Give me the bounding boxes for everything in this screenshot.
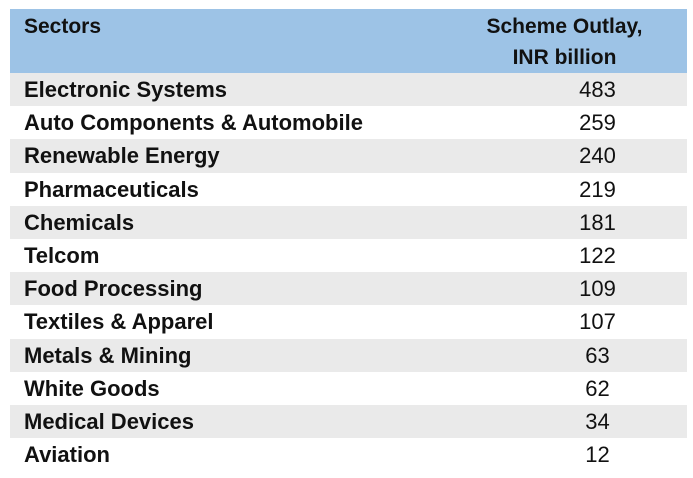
outlay-cell: 219 bbox=[442, 172, 687, 206]
sector-cell: Chemicals bbox=[10, 205, 442, 239]
table-header: Sectors Scheme Outlay, INR billion bbox=[10, 9, 687, 73]
table-row: Chemicals 181 bbox=[10, 205, 687, 239]
outlay-cell: 240 bbox=[442, 139, 687, 173]
header-row: Sectors Scheme Outlay, INR billion bbox=[10, 9, 687, 73]
table-row: Telcom 122 bbox=[10, 238, 687, 273]
table-row: Metals & Mining 63 bbox=[10, 338, 687, 372]
table-row: Medical Devices 34 bbox=[10, 404, 687, 439]
sector-cell: Aviation bbox=[10, 438, 442, 472]
table-row: Electronic Systems 483 bbox=[10, 73, 687, 107]
sector-cell: Telcom bbox=[10, 238, 442, 273]
outlay-cell: 259 bbox=[442, 106, 687, 140]
outlay-cell: 63 bbox=[442, 338, 687, 372]
outlay-header-line-1: Scheme Outlay, bbox=[486, 15, 643, 38]
outlay-cell: 62 bbox=[442, 371, 687, 405]
table-body: Electronic Systems 483 Auto Components &… bbox=[10, 73, 687, 472]
outlay-column-header: Scheme Outlay, INR billion bbox=[442, 9, 687, 73]
sector-cell: Textiles & Apparel bbox=[10, 305, 442, 339]
sector-cell: Electronic Systems bbox=[10, 73, 442, 107]
outlay-cell: 34 bbox=[442, 404, 687, 439]
sector-cell: Pharmaceuticals bbox=[10, 172, 442, 206]
sector-cell: Auto Components & Automobile bbox=[10, 106, 442, 140]
outlay-cell: 483 bbox=[442, 73, 687, 107]
table-row: Pharmaceuticals 219 bbox=[10, 172, 687, 206]
sector-cell: Medical Devices bbox=[10, 404, 442, 439]
outlay-cell: 122 bbox=[442, 238, 687, 273]
table-row: White Goods 62 bbox=[10, 371, 687, 405]
sector-cell: White Goods bbox=[10, 371, 442, 405]
outlay-cell: 181 bbox=[442, 205, 687, 239]
table-row: Textiles & Apparel 107 bbox=[10, 305, 687, 339]
sectors-column-header: Sectors bbox=[10, 9, 442, 73]
table-row: Auto Components & Automobile 259 bbox=[10, 106, 687, 140]
table-row: Renewable Energy 240 bbox=[10, 139, 687, 173]
scheme-outlay-table: Sectors Scheme Outlay, INR billion Elect… bbox=[10, 9, 687, 472]
sector-cell: Food Processing bbox=[10, 272, 442, 306]
table-row: Aviation 12 bbox=[10, 438, 687, 472]
outlay-cell: 12 bbox=[442, 438, 687, 472]
table-row: Food Processing 109 bbox=[10, 272, 687, 306]
outlay-cell: 109 bbox=[442, 272, 687, 306]
outlay-table-container: Sectors Scheme Outlay, INR billion Elect… bbox=[10, 9, 687, 472]
sector-cell: Metals & Mining bbox=[10, 338, 442, 372]
outlay-cell: 107 bbox=[442, 305, 687, 339]
sector-cell: Renewable Energy bbox=[10, 139, 442, 173]
outlay-header-line-2: INR billion bbox=[512, 46, 617, 69]
